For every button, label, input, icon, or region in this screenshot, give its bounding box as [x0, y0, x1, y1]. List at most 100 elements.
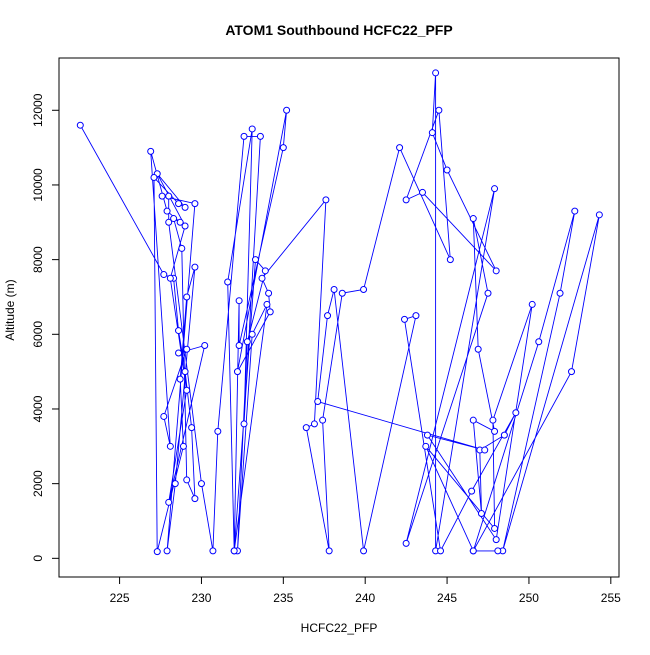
data-point [179, 442, 187, 450]
data-point [443, 166, 451, 174]
data-point [302, 424, 310, 432]
data-point [181, 203, 189, 211]
data-point [556, 289, 564, 297]
data-point [258, 274, 266, 282]
data-point [535, 338, 543, 346]
data-point [432, 69, 440, 77]
data-point [158, 192, 166, 200]
data-point [595, 211, 603, 219]
data-point [163, 547, 171, 555]
data-point [209, 547, 217, 555]
data-point [176, 218, 184, 226]
y-axis-label: Altitude (m) [3, 279, 17, 340]
data-point [150, 173, 158, 181]
x-tick-label: 255 [601, 591, 621, 605]
data-point [481, 446, 489, 454]
data-point [319, 416, 327, 424]
y-tick-label: 2000 [31, 470, 45, 497]
data-point [571, 207, 579, 215]
data-point [494, 547, 502, 555]
data-point [491, 185, 499, 193]
data-point [469, 215, 477, 223]
data-point [322, 196, 330, 204]
x-axis-label: HCFC22_PFP [301, 621, 378, 635]
data-point [324, 312, 332, 320]
data-point [423, 431, 431, 439]
data-point [400, 315, 408, 323]
data-point [446, 256, 454, 264]
data-point [230, 547, 238, 555]
data-point [166, 274, 174, 282]
data-point [492, 536, 500, 544]
data-point [175, 200, 183, 208]
data-point [256, 132, 264, 140]
data-point [248, 330, 256, 338]
x-tick-label: 230 [191, 591, 211, 605]
data-point [191, 495, 199, 503]
data-point [235, 297, 243, 305]
data-point [314, 398, 322, 406]
data-point [492, 267, 500, 275]
data-point [147, 147, 155, 155]
data-point [240, 132, 248, 140]
data-point [183, 345, 191, 353]
data-point [435, 106, 443, 114]
data-point [165, 218, 173, 226]
y-tick-label: 4000 [31, 395, 45, 422]
x-tick-label: 225 [110, 591, 130, 605]
data-point [201, 342, 209, 350]
data-point [338, 289, 346, 297]
data-point [76, 121, 84, 129]
data-point [214, 427, 222, 435]
data-point [175, 349, 183, 357]
data-point [166, 442, 174, 450]
data-point [469, 416, 477, 424]
data-point [528, 300, 536, 308]
data-point [325, 547, 333, 555]
plot-frame [58, 57, 620, 578]
data-point [183, 293, 191, 301]
data-point [265, 289, 273, 297]
data-point [235, 342, 243, 350]
y-tick-label: 10000 [31, 168, 45, 202]
data-point [310, 420, 318, 428]
data-point [183, 386, 191, 394]
data-point [266, 308, 274, 316]
data-point [248, 125, 256, 133]
axes: 225 230 235 240 245 250 255 0 2000 4000 6000 8000 10… [31, 57, 621, 605]
data-point [279, 144, 287, 152]
data-point [412, 312, 420, 320]
data-point [240, 420, 248, 428]
data-point [428, 129, 436, 137]
data-point [491, 427, 499, 435]
data-point [171, 480, 179, 488]
series-layer [76, 69, 603, 556]
data-point [500, 431, 508, 439]
data-point [489, 416, 497, 424]
data-point [402, 539, 410, 547]
data-point [191, 200, 199, 208]
data-point [160, 412, 168, 420]
data-point [170, 215, 178, 223]
data-point [396, 144, 404, 152]
data-point [176, 375, 184, 383]
y-tick-label: 6000 [31, 321, 45, 348]
data-point [188, 424, 196, 432]
data-point [468, 487, 476, 495]
x-tick-label: 235 [273, 591, 293, 605]
data-point [469, 547, 477, 555]
y-tick-label: 8000 [31, 246, 45, 273]
data-point [165, 498, 173, 506]
x-tick-label: 240 [355, 591, 375, 605]
data-point [178, 244, 186, 252]
data-point [163, 207, 171, 215]
data-point [283, 106, 291, 114]
data-point [512, 409, 520, 417]
data-point [181, 368, 189, 376]
chart-title: ATOM1 Southbound HCFC22_PFP [225, 22, 452, 38]
data-point [181, 222, 189, 230]
data-point [233, 368, 241, 376]
data-point [330, 285, 338, 293]
